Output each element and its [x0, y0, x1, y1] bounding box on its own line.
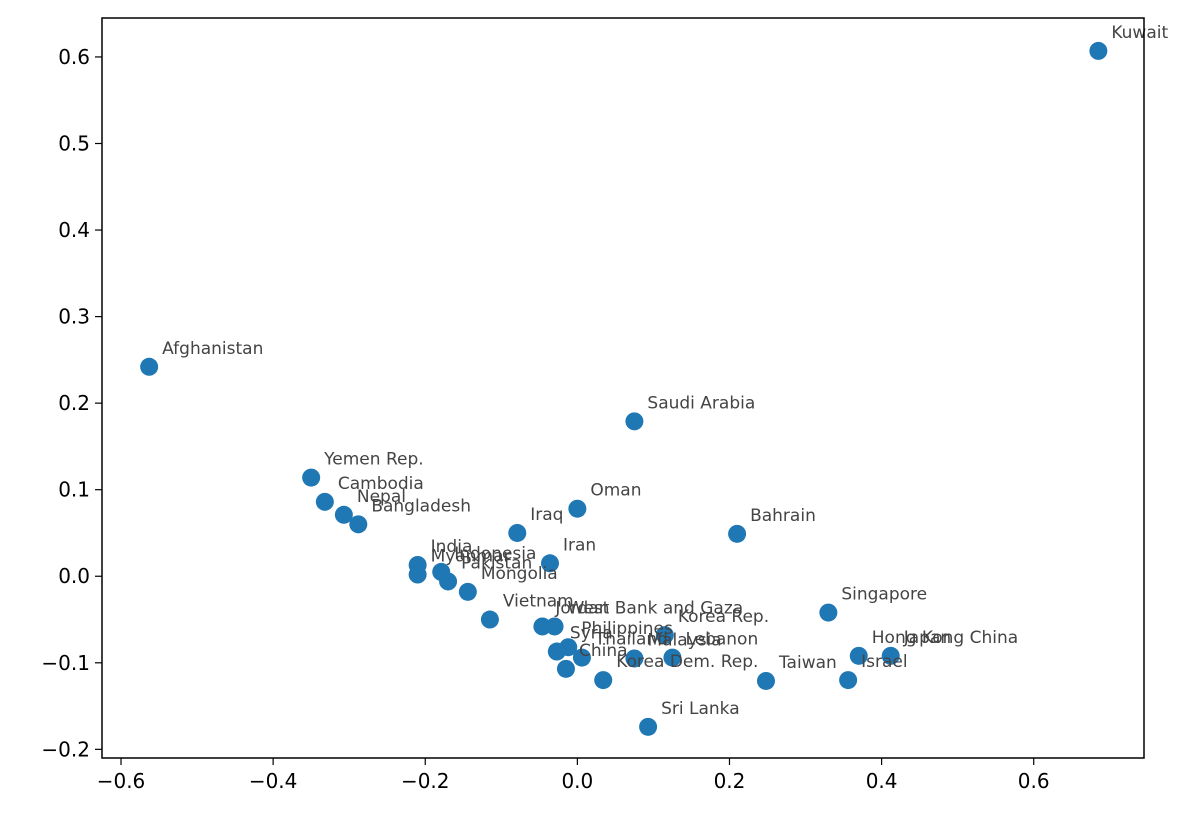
- scatter-point: [568, 499, 587, 518]
- scatter-point: [540, 554, 559, 573]
- point-label: Kuwait: [1111, 23, 1168, 43]
- point-label: Sri Lanka: [661, 699, 740, 719]
- point-label: China: [579, 641, 628, 661]
- x-tick-label: −0.2: [401, 769, 450, 793]
- point-label: Singapore: [841, 585, 927, 605]
- x-tick-label: −0.4: [249, 769, 298, 793]
- scatter-point: [625, 412, 644, 431]
- point-label: Korea Rep.: [678, 607, 769, 627]
- point-label: Saudi Arabia: [647, 393, 755, 413]
- scatter-point: [315, 492, 334, 511]
- point-label: Hong Kong China: [872, 628, 1018, 648]
- y-tick-label: 0.4: [58, 218, 90, 242]
- point-label: Oman: [590, 481, 641, 501]
- scatter-point: [572, 648, 591, 667]
- point-labels: Kuwait Afghanistan Saudi Arabia Yemen Rep. C…: [162, 23, 1168, 719]
- scatter-point: [302, 468, 321, 487]
- scatter-point: [639, 717, 658, 736]
- scatter-point: [728, 524, 747, 543]
- point-label: Lebanon: [685, 630, 758, 650]
- scatter-point: [849, 646, 868, 665]
- point-label: India: [431, 537, 473, 557]
- scatter-point: [655, 626, 674, 645]
- point-label: Afghanistan: [162, 339, 263, 359]
- scatter-point: [839, 671, 858, 690]
- point-label: Malaysia: [647, 630, 721, 650]
- point-label: Japan: [903, 628, 951, 648]
- chart-marks: [140, 41, 1108, 736]
- point-label: Vietnam: [503, 592, 574, 612]
- y-tick-label: 0.6: [58, 45, 90, 69]
- scatter-point: [881, 646, 900, 665]
- scatter-point: [458, 582, 477, 601]
- point-label: Iraq: [530, 505, 563, 525]
- y-tick-label: −0.1: [41, 651, 90, 675]
- scatter-point: [625, 649, 644, 668]
- scatter-point: [819, 603, 838, 622]
- y-tick-label: 0.2: [58, 391, 90, 415]
- point-label: Myanmar: [431, 547, 511, 567]
- x-axis: −0.6 −0.4 −0.2 0.0 0.2 0.4 0.6: [97, 758, 1050, 793]
- point-label: Nepal: [357, 487, 406, 507]
- y-tick-label: 0.3: [58, 305, 90, 329]
- y-tick-label: −0.2: [41, 737, 90, 761]
- scatter-point: [334, 505, 353, 524]
- scatter-point: [349, 515, 368, 534]
- scatter-point: [594, 671, 613, 690]
- y-axis: −0.2 −0.1 0.0 0.1 0.2 0.3 0.4 0.5 0.6: [41, 45, 102, 761]
- point-label: Israel: [861, 652, 907, 672]
- point-label: Cambodia: [338, 474, 424, 494]
- y-tick-label: 0.5: [58, 131, 90, 155]
- scatter-point: [508, 523, 527, 542]
- scatter-point: [545, 617, 564, 636]
- point-label: Mongolia: [481, 564, 558, 584]
- point-label: Syria: [570, 624, 613, 644]
- point-label: Iran: [563, 535, 596, 555]
- point-label: Yemen Rep.: [323, 450, 424, 470]
- point-label: Jordan: [554, 598, 609, 618]
- scatter-point: [663, 648, 682, 667]
- scatter-point: [756, 671, 775, 690]
- point-label: Taiwan: [778, 653, 837, 673]
- scatter-point: [480, 610, 499, 629]
- scatter-point: [556, 659, 575, 678]
- x-tick-label: 0.4: [866, 769, 898, 793]
- point-label: Thailand: [594, 630, 668, 650]
- plot-area-frame: [101, 17, 1145, 759]
- point-label: Bangladesh: [371, 496, 471, 516]
- x-tick-label: 0.6: [1018, 769, 1050, 793]
- x-tick-label: 0.0: [561, 769, 593, 793]
- y-tick-label: 0.0: [58, 564, 90, 588]
- point-label: Korea Dem. Rep.: [616, 652, 758, 672]
- point-label: Pakistan: [461, 553, 532, 573]
- point-label: Indonesia: [454, 544, 536, 564]
- x-tick-label: −0.6: [97, 769, 146, 793]
- scatter-point: [439, 572, 458, 591]
- scatter-point: [408, 565, 427, 584]
- point-label: Philippines: [581, 619, 673, 639]
- scatter-point: [547, 642, 566, 661]
- scatter-point: [140, 357, 159, 376]
- scatter-point: [1089, 41, 1108, 60]
- point-label: West Bank and Gaza: [568, 598, 744, 618]
- point-label: Bahrain: [750, 506, 816, 526]
- x-tick-label: 0.2: [714, 769, 746, 793]
- y-tick-label: 0.1: [58, 478, 90, 502]
